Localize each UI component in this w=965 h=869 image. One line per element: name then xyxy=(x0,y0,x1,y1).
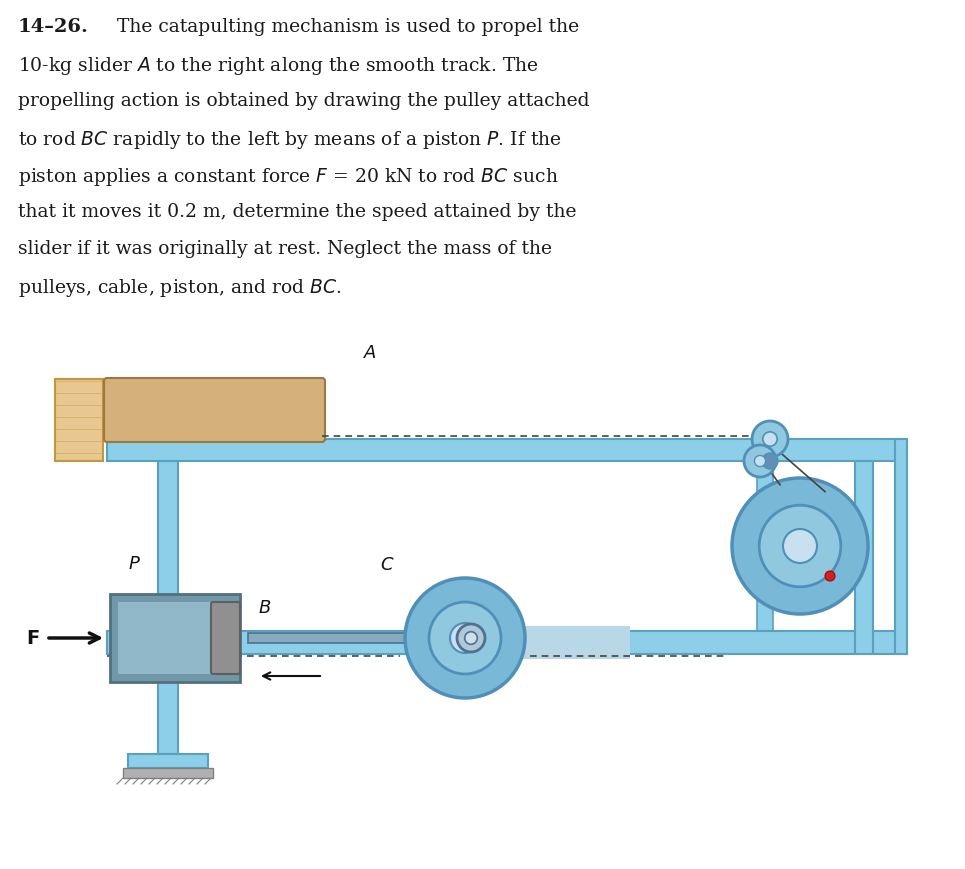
FancyBboxPatch shape xyxy=(211,602,240,674)
Bar xyxy=(128,754,208,768)
Circle shape xyxy=(752,421,788,457)
Bar xyxy=(110,594,240,682)
Circle shape xyxy=(755,456,765,467)
Circle shape xyxy=(825,571,835,581)
Bar xyxy=(123,768,213,778)
Bar xyxy=(757,461,773,631)
Bar xyxy=(855,461,873,654)
Text: slider if it was originally at rest. Neglect the mass of the: slider if it was originally at rest. Neg… xyxy=(18,240,552,258)
Circle shape xyxy=(762,454,778,469)
Circle shape xyxy=(762,432,777,447)
Text: The catapulting mechanism is used to propel the: The catapulting mechanism is used to pro… xyxy=(105,18,579,36)
Text: 14–26.: 14–26. xyxy=(18,18,89,36)
Text: $C$: $C$ xyxy=(380,555,395,574)
Text: to rod $BC$ rapidly to the left by means of a piston $P$. If the: to rod $BC$ rapidly to the left by means… xyxy=(18,129,562,151)
Circle shape xyxy=(732,479,868,614)
Text: propelling action is obtained by drawing the pulley attached: propelling action is obtained by drawing… xyxy=(18,92,590,109)
Bar xyxy=(158,461,178,754)
Bar xyxy=(460,627,630,660)
Circle shape xyxy=(450,623,480,653)
Text: $\mathbf{F}$: $\mathbf{F}$ xyxy=(26,629,40,647)
Circle shape xyxy=(744,446,776,477)
Text: $A$: $A$ xyxy=(363,343,377,362)
Bar xyxy=(107,631,900,654)
Text: piston applies a constant force $F$ = 20 kN to rod $BC$ such: piston applies a constant force $F$ = 20… xyxy=(18,166,559,188)
Text: that it moves it 0.2 m, determine the speed attained by the: that it moves it 0.2 m, determine the sp… xyxy=(18,202,576,221)
FancyBboxPatch shape xyxy=(104,379,325,442)
Bar xyxy=(107,440,900,461)
Circle shape xyxy=(457,624,485,653)
Text: pulleys, cable, piston, and rod $BC$.: pulleys, cable, piston, and rod $BC$. xyxy=(18,276,342,299)
Circle shape xyxy=(759,506,841,587)
Circle shape xyxy=(465,632,478,645)
Text: $P$: $P$ xyxy=(128,554,141,573)
Bar xyxy=(248,634,457,643)
Circle shape xyxy=(783,529,817,563)
Bar xyxy=(895,440,907,654)
Circle shape xyxy=(429,602,501,674)
Text: 10-kg slider $A$ to the right along the smooth track. The: 10-kg slider $A$ to the right along the … xyxy=(18,55,538,77)
Circle shape xyxy=(405,579,525,698)
Bar xyxy=(55,380,103,461)
Bar xyxy=(118,602,232,674)
Text: $B$: $B$ xyxy=(259,599,271,616)
